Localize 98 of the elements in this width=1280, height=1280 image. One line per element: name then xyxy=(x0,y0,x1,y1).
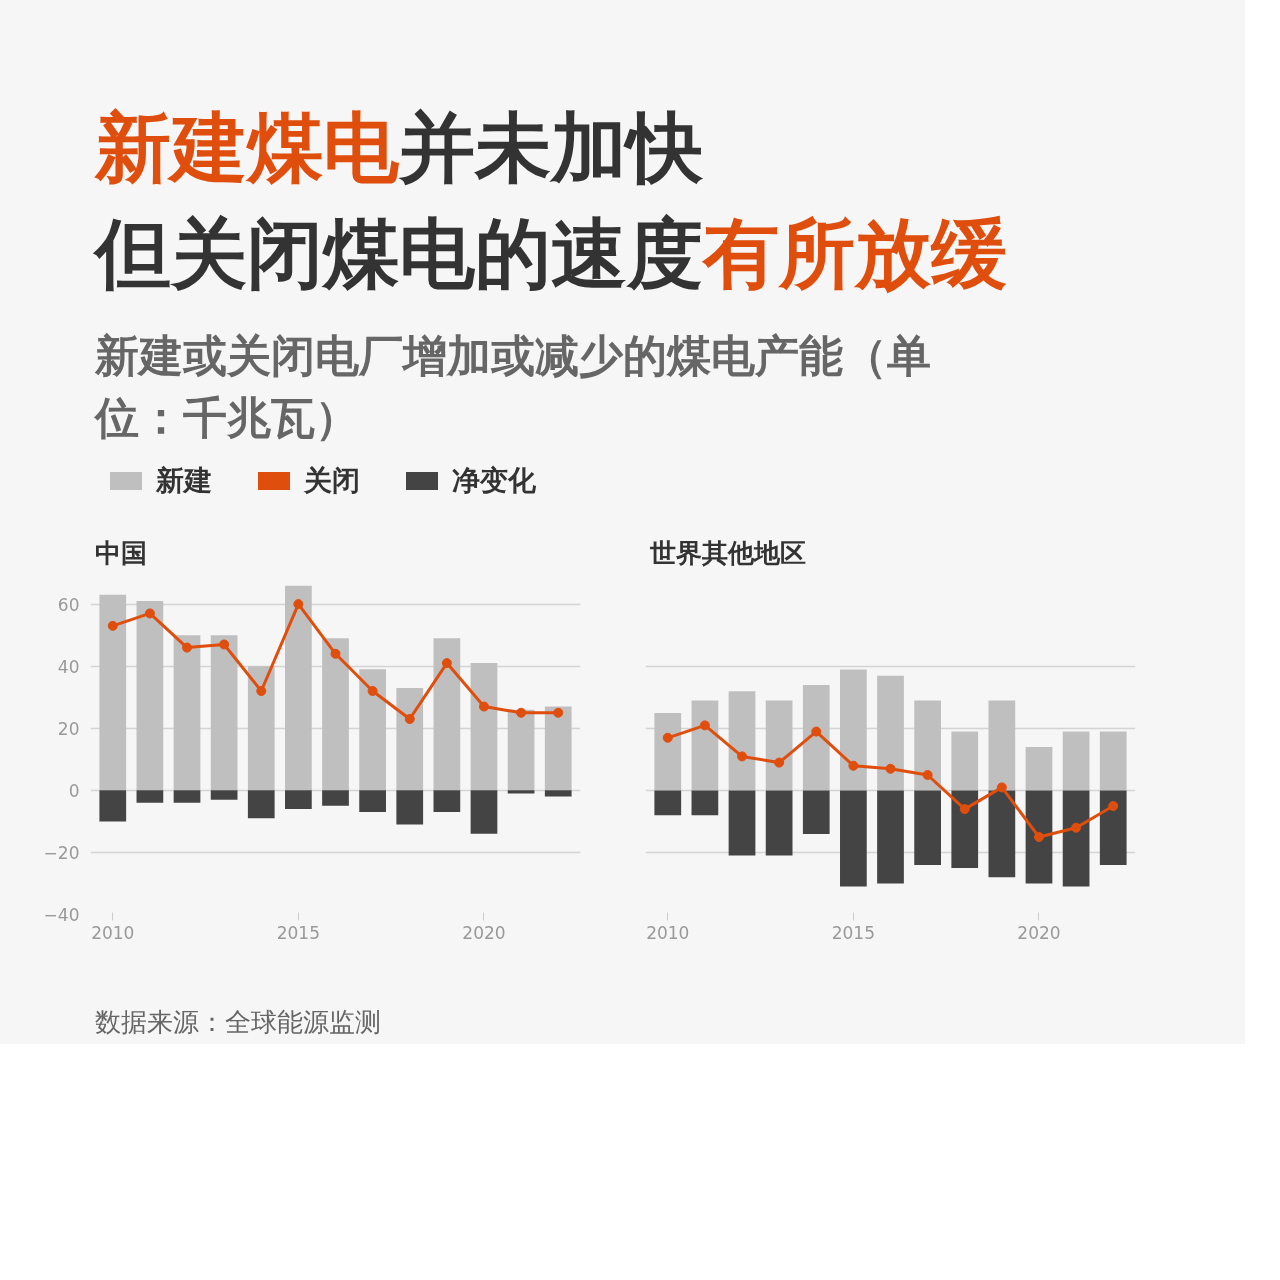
point xyxy=(478,701,489,712)
legend-label: 关闭 xyxy=(304,464,360,497)
source-note: 数据来源：全球能源监测 xyxy=(95,1006,381,1039)
point xyxy=(516,707,527,718)
bar xyxy=(1062,790,1090,887)
x-tick-label: 2020 xyxy=(462,922,506,943)
point xyxy=(996,782,1007,793)
y-tick-label: 40 xyxy=(57,656,80,677)
bar xyxy=(210,635,238,791)
bar xyxy=(840,790,867,887)
x-tick-label: 2010 xyxy=(646,922,690,943)
point xyxy=(553,707,564,718)
bar xyxy=(951,790,979,868)
bar xyxy=(470,663,498,791)
bar xyxy=(914,700,941,791)
bar xyxy=(285,790,312,809)
bar xyxy=(285,585,312,791)
point xyxy=(219,639,230,650)
point xyxy=(1071,822,1082,833)
point xyxy=(885,763,896,774)
bar xyxy=(988,790,1016,878)
bar xyxy=(840,669,867,791)
bar xyxy=(988,700,1016,791)
bar xyxy=(802,790,830,834)
x-tick-label: 2015 xyxy=(831,922,876,943)
x-tick-label: 2015 xyxy=(276,922,321,943)
bar xyxy=(322,638,349,791)
bar xyxy=(173,790,201,803)
bar xyxy=(359,669,386,791)
point xyxy=(367,686,378,697)
bar xyxy=(396,687,424,791)
bar xyxy=(136,601,164,791)
bar xyxy=(507,709,535,791)
point xyxy=(404,713,415,724)
point xyxy=(699,720,710,731)
bar xyxy=(1099,790,1127,865)
point xyxy=(848,760,859,771)
chart-title: 世界其他地区 xyxy=(650,537,806,570)
point xyxy=(182,642,193,653)
bar xyxy=(359,790,386,813)
point xyxy=(293,599,304,610)
bar xyxy=(173,635,201,791)
bar xyxy=(247,790,275,819)
legend-label: 新建 xyxy=(156,464,212,497)
bar xyxy=(136,790,164,803)
bar xyxy=(99,594,127,791)
bar xyxy=(877,675,904,791)
bar xyxy=(1025,747,1053,791)
bar xyxy=(691,790,719,816)
bar xyxy=(765,790,793,856)
bar xyxy=(728,790,756,856)
point xyxy=(1033,832,1044,842)
chart-title: 中国 xyxy=(95,537,147,570)
bar xyxy=(433,638,461,791)
point xyxy=(441,658,452,669)
point xyxy=(1108,801,1119,811)
point xyxy=(811,726,822,737)
bar xyxy=(802,685,830,791)
y-tick-label: −20 xyxy=(43,842,80,863)
bar xyxy=(544,790,572,797)
point xyxy=(662,732,673,743)
bar xyxy=(1099,731,1127,791)
point xyxy=(330,648,341,659)
point xyxy=(256,686,267,697)
legend-label: 净变化 xyxy=(452,464,536,497)
y-tick-label: −40 xyxy=(43,905,80,925)
bar xyxy=(1025,790,1053,884)
bar xyxy=(765,700,793,791)
y-tick-label: 0 xyxy=(68,780,80,801)
bar xyxy=(396,790,424,825)
point xyxy=(107,620,118,631)
y-tick-label: 60 xyxy=(57,594,80,615)
text: 新建或关闭电厂增加或减少的煤电产能（单位：千兆瓦） xyxy=(95,329,932,445)
bar xyxy=(247,666,275,791)
x-tick-label: 2010 xyxy=(91,922,135,943)
bar xyxy=(470,790,498,834)
bar xyxy=(507,790,535,794)
bar xyxy=(951,731,979,791)
point xyxy=(737,751,748,762)
point xyxy=(959,804,970,815)
text: 新建煤电并未加快但关闭煤电的速度有所放缓 xyxy=(95,102,1007,301)
bar xyxy=(322,790,349,806)
bar xyxy=(544,706,572,791)
bar xyxy=(210,790,238,800)
y-tick-label: 20 xyxy=(57,718,80,739)
point xyxy=(922,770,933,780)
bar xyxy=(99,790,127,822)
bar xyxy=(877,790,904,884)
point xyxy=(774,757,785,768)
bar xyxy=(728,691,756,791)
bar xyxy=(654,790,682,816)
point xyxy=(144,608,155,619)
bar xyxy=(433,790,461,813)
bar xyxy=(654,713,682,791)
bar xyxy=(691,700,719,791)
bar xyxy=(914,790,941,865)
x-tick-label: 2020 xyxy=(1017,922,1061,943)
bar xyxy=(1062,731,1090,791)
